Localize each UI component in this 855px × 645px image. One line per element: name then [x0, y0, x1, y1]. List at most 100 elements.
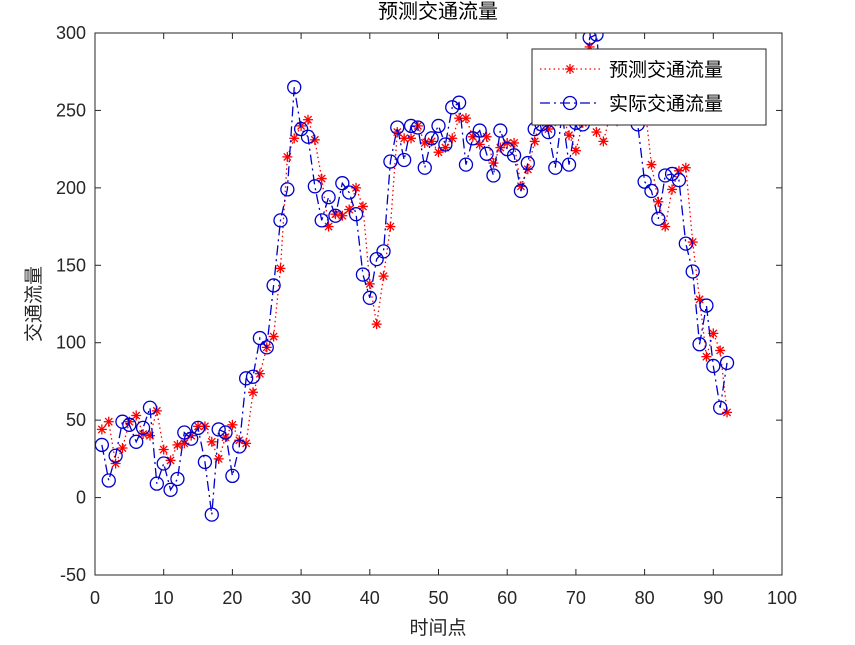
predicted-point [289, 133, 300, 144]
predicted-point [591, 127, 602, 138]
x-tick-label: 20 [222, 588, 242, 608]
actual-point [135, 420, 151, 436]
actual-point [190, 420, 206, 436]
actual-point [390, 120, 405, 135]
predicted-point [598, 136, 609, 147]
predicted-point [206, 436, 217, 447]
actual-point [170, 471, 185, 487]
actual-point [685, 264, 700, 279]
actual-point [287, 80, 302, 95]
actual-point [204, 507, 219, 522]
predicted-point [103, 416, 114, 427]
actual-point [218, 425, 233, 440]
actual-point [307, 179, 322, 194]
actual-point [232, 439, 247, 454]
actual-point [561, 157, 577, 172]
predicted-point [131, 410, 142, 421]
actual-point [651, 211, 666, 226]
x-axis-label: 时间点 [409, 617, 466, 639]
actual-point [719, 355, 735, 370]
actual-point [362, 290, 377, 305]
actual-point [211, 422, 226, 437]
actual-point [658, 168, 673, 183]
predicted-point [646, 159, 657, 170]
actual-point [644, 183, 659, 199]
actual-point [713, 400, 728, 415]
y-tick-label: -50 [60, 565, 86, 585]
legend-marker-predicted [565, 64, 575, 74]
legend-asterisk [565, 64, 575, 74]
predicted-point [248, 387, 259, 398]
actual-point [431, 118, 446, 134]
predicted-point [110, 458, 121, 469]
predicted-point [144, 430, 155, 441]
actual-point [520, 155, 535, 171]
x-tick-label: 0 [90, 588, 100, 608]
y-tick-label: 200 [56, 178, 86, 198]
actual-point [252, 330, 268, 346]
y-tick-label: 150 [56, 255, 86, 275]
actual-point [280, 182, 295, 197]
actual-point [149, 476, 164, 491]
x-tick-label: 60 [497, 588, 517, 608]
actual-point [424, 131, 439, 146]
predicted-point [357, 201, 368, 212]
y-axis-label: 交通流量 [23, 266, 45, 342]
predicted-point [481, 131, 492, 142]
x-axis-ticks: 0 10 20 30 40 50 60 70 80 90 100 [90, 33, 797, 608]
y-axis-ticks: -50 0 50 100 150 200 250 300 [56, 23, 782, 585]
actual-point [142, 400, 158, 415]
predicted-point [227, 419, 238, 430]
y-tick-label: 0 [76, 488, 86, 508]
x-tick-label: 100 [767, 588, 797, 608]
predicted-point [158, 444, 169, 455]
actual-point [589, 33, 604, 42]
predicted-point [172, 439, 183, 450]
predicted-point [371, 319, 382, 330]
legend-label-actual: 实际交通流量 [609, 93, 723, 115]
actual-point [355, 267, 371, 282]
predicted-point [316, 173, 327, 184]
plot-border [94, 32, 783, 576]
actual-point [472, 123, 487, 138]
legend-label-predicted: 预测交通流量 [609, 59, 723, 81]
actual-point [637, 174, 652, 189]
y-tick-label: 300 [56, 23, 86, 43]
predicted-point [653, 196, 664, 207]
predicted-point [213, 453, 224, 464]
predicted-point [282, 151, 293, 162]
x-tick-label: 70 [566, 588, 586, 608]
predicted-point [385, 221, 396, 232]
actual-point [541, 124, 556, 140]
predicted-point [399, 133, 410, 144]
actual-point [692, 337, 707, 352]
actual-point [122, 417, 137, 432]
actual-point [335, 176, 350, 191]
actual-point [513, 183, 529, 199]
actual-point [396, 152, 412, 168]
actual-point [245, 369, 261, 384]
legend-marker-actual [562, 95, 578, 111]
x-tick-label: 30 [291, 588, 311, 608]
predicted-point [667, 184, 678, 195]
actual-point [300, 129, 316, 144]
actual-point [184, 431, 199, 446]
predicted-point [660, 221, 671, 232]
predicted-point [680, 162, 691, 173]
actual-point [163, 482, 178, 497]
actual-point [582, 33, 597, 45]
actual-point [376, 244, 391, 259]
legend-box [531, 48, 767, 126]
actual-point [273, 213, 288, 228]
actual-point [259, 340, 274, 355]
predicted-point [351, 182, 362, 193]
x-tick-label: 40 [360, 588, 380, 608]
predicted-point [570, 145, 581, 156]
actual-point [506, 148, 522, 163]
actual-point [129, 434, 144, 449]
predicted-point [433, 147, 444, 158]
actual-point [410, 120, 426, 135]
predicted-point [268, 331, 279, 342]
actual-point [225, 468, 240, 484]
